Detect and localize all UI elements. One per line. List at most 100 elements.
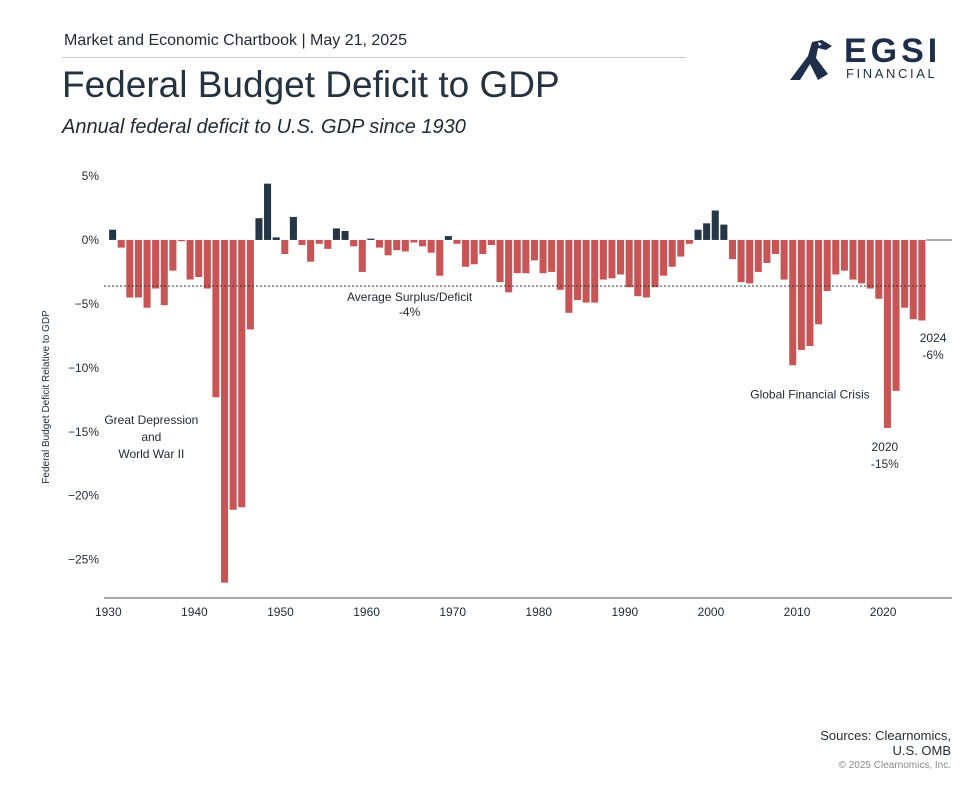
bar-2007 <box>771 239 780 255</box>
copyright-note: © 2025 Clearnomics, Inc. <box>838 760 951 771</box>
sources-note: Sources: Clearnomics, U.S. OMB <box>820 728 951 758</box>
bar-1950 <box>281 239 289 255</box>
bar-2019 <box>875 239 883 299</box>
bar-1987 <box>599 239 607 280</box>
bar-1990 <box>625 239 633 288</box>
annotation-latest-2024-0: 2024 <box>920 331 947 345</box>
page-subtitle: Annual federal deficit to U.S. GDP since… <box>62 116 466 138</box>
x-tick-label-1950: 1950 <box>267 605 294 619</box>
bar-1982 <box>556 239 564 290</box>
y-tick-label-2: −5% <box>75 297 100 311</box>
y-tick-label-6: −25% <box>68 553 99 567</box>
bar-1938 <box>177 239 186 242</box>
bar-1942 <box>212 239 220 398</box>
bar-2012 <box>815 239 823 325</box>
bar-1940 <box>195 239 203 278</box>
bar-1980 <box>539 239 547 274</box>
bar-1930 <box>109 229 117 240</box>
annotation-covid-2020-1: -15% <box>871 457 899 471</box>
y-axis-title: Federal Budget Deficit Relative to GDP <box>41 310 52 484</box>
bar-2018 <box>866 239 874 289</box>
bar-1939 <box>186 239 194 280</box>
bar-2001 <box>720 224 728 240</box>
average-value-label: -4% <box>399 305 421 319</box>
x-tick-label-1940: 1940 <box>181 605 208 619</box>
bar-1956 <box>332 228 340 240</box>
bar-1959 <box>358 239 366 272</box>
sources-line-1: Sources: Clearnomics, <box>820 728 951 743</box>
bar-1932 <box>126 239 134 298</box>
bar-1948 <box>264 183 272 240</box>
page-title: Federal Budget Deficit to GDP <box>62 64 560 105</box>
x-tick-label-1970: 1970 <box>439 605 466 619</box>
annotation-latest-2024-1: -6% <box>922 348 944 362</box>
logo-wordmark: EGSI <box>844 32 942 70</box>
bar-1931 <box>117 239 125 248</box>
bar-1994 <box>660 239 668 276</box>
bar-1993 <box>651 239 659 288</box>
bar-1957 <box>341 230 349 240</box>
annotation-great-depression-1: and <box>141 430 161 444</box>
x-tick-label-2000: 2000 <box>698 605 725 619</box>
x-tick-label-2020: 2020 <box>870 605 897 619</box>
bar-2022 <box>901 239 909 308</box>
bar-1968 <box>436 239 444 276</box>
bar-1996 <box>677 239 685 257</box>
bar-1972 <box>470 239 478 265</box>
bar-1973 <box>479 239 487 255</box>
bar-1983 <box>565 239 573 313</box>
bar-1958 <box>350 239 358 247</box>
bar-1947 <box>255 218 263 240</box>
bar-1941 <box>203 239 211 289</box>
bar-1970 <box>453 239 461 244</box>
bar-2020 <box>883 239 891 428</box>
x-tick-label-1930: 1930 <box>95 605 122 619</box>
y-tick-label-1: 0% <box>82 233 100 247</box>
logo-subtext: FINANCIAL <box>846 66 938 81</box>
bar-1965 <box>410 239 418 243</box>
bar-2015 <box>840 239 848 271</box>
bar-1949 <box>272 237 280 240</box>
bar-1995 <box>668 239 676 267</box>
bar-2003 <box>737 239 745 283</box>
y-tick-label-4: −15% <box>68 425 99 439</box>
bar-1954 <box>315 239 323 244</box>
bar-1977 <box>513 239 521 274</box>
bar-2008 <box>780 239 788 280</box>
x-tick-label-1960: 1960 <box>353 605 380 619</box>
average-label: Average Surplus/Deficit <box>347 290 473 304</box>
annotation-gfc-0: Global Financial Crisis <box>750 388 869 402</box>
bar-1964 <box>401 239 409 252</box>
bar-1974 <box>487 239 495 246</box>
bar-2006 <box>763 239 771 263</box>
bar-1936 <box>160 239 168 306</box>
annotation-great-depression-0: Great Depression <box>104 413 198 427</box>
bar-1997 <box>685 239 693 244</box>
deficit-bar-chart: Average Surplus/Deficit-4% 1930 1940 1950 19… <box>41 169 952 619</box>
bar-2002 <box>728 239 736 260</box>
bar-1937 <box>169 239 177 271</box>
bar-2009 <box>789 239 797 366</box>
bar-1963 <box>393 239 401 251</box>
bar-1944 <box>229 239 237 510</box>
bar-2021 <box>892 239 900 391</box>
annotation-covid-2020-0: 2020 <box>871 440 898 454</box>
bar-1978 <box>522 239 530 274</box>
bar-1935 <box>152 239 160 289</box>
x-tick-label-1990: 1990 <box>612 605 639 619</box>
bar-2016 <box>849 239 857 280</box>
annotation-great-depression-2: World War II <box>118 447 184 461</box>
bar-1967 <box>427 239 435 253</box>
bar-2004 <box>746 239 754 284</box>
y-tick-label-0: 5% <box>82 169 100 183</box>
x-tick-label-1980: 1980 <box>525 605 552 619</box>
bar-1989 <box>617 239 625 275</box>
bar-1975 <box>496 239 504 283</box>
y-tick-label-3: −10% <box>68 361 99 375</box>
bar-2000 <box>711 210 719 240</box>
bar-1991 <box>634 239 642 297</box>
bar-1998 <box>694 229 702 240</box>
bar-2013 <box>823 239 831 292</box>
bar-1992 <box>642 239 650 298</box>
sources-line-2: U.S. OMB <box>892 743 951 758</box>
